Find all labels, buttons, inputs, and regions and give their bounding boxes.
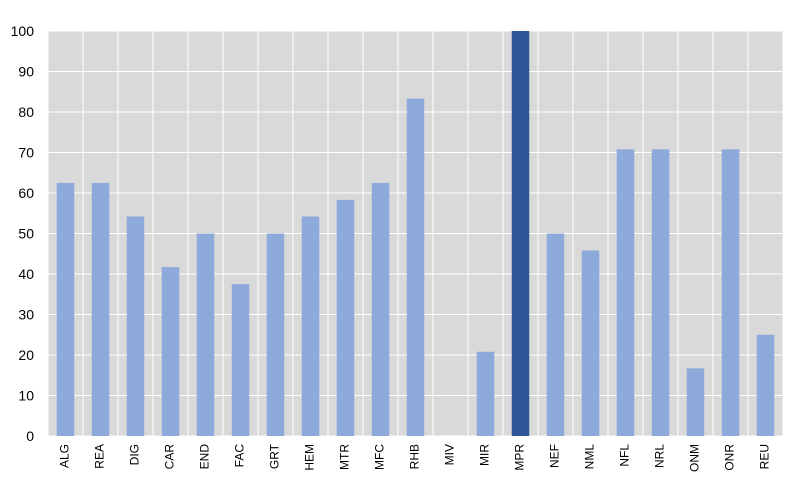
bar-mfc bbox=[371, 182, 390, 436]
y-tick-label: 90 bbox=[18, 64, 34, 80]
bar-mtr bbox=[336, 199, 355, 436]
x-tick-label-end: END bbox=[198, 444, 212, 470]
bar-nef bbox=[546, 233, 565, 436]
x-axis-tick-labels: ALG REA DIG CAR END FAC GRT HEM MTR MFC RHB MIV MIR M… bbox=[58, 443, 772, 472]
y-tick-label: 20 bbox=[18, 347, 34, 363]
y-tick-label: 70 bbox=[18, 145, 34, 161]
x-tick-label-rea: REA bbox=[93, 444, 107, 469]
bar-hem bbox=[301, 216, 320, 436]
bar-nml bbox=[581, 250, 600, 436]
x-tick-label-dig: DIG bbox=[128, 444, 142, 465]
x-tick-label-grt: GRT bbox=[268, 443, 282, 469]
bar-onr bbox=[721, 149, 740, 436]
y-tick-label: 50 bbox=[18, 226, 34, 242]
y-tick-label: 10 bbox=[18, 388, 34, 404]
y-tick-label: 100 bbox=[11, 23, 35, 39]
x-tick-label-mtr: MTR bbox=[338, 444, 352, 470]
x-tick-label-nrl: NRL bbox=[653, 444, 667, 468]
bar-nrl bbox=[651, 149, 670, 436]
x-tick-label-mfc: MFC bbox=[373, 444, 387, 470]
y-axis-tick-labels: 0 10 20 30 40 50 60 70 80 90 100 bbox=[11, 23, 35, 444]
bar-fac bbox=[231, 284, 250, 436]
bar-dig bbox=[126, 216, 145, 436]
bar-reu bbox=[756, 334, 775, 436]
y-tick-label: 60 bbox=[18, 185, 34, 201]
bar-onm bbox=[686, 368, 705, 436]
x-tick-label-nef: NEF bbox=[548, 444, 562, 468]
x-tick-label-fac: FAC bbox=[233, 444, 247, 468]
x-tick-label-rhb: RHB bbox=[408, 444, 422, 469]
bar-grt bbox=[266, 233, 285, 436]
bar-end bbox=[196, 233, 215, 436]
bar-mpr bbox=[511, 31, 530, 436]
bar-rhb bbox=[406, 98, 425, 436]
x-tick-label-car: CAR bbox=[163, 444, 177, 470]
y-tick-label: 30 bbox=[18, 307, 34, 323]
bar-rea bbox=[91, 182, 110, 436]
bar-nfl bbox=[616, 149, 635, 436]
x-tick-label-onr: ONR bbox=[723, 444, 737, 471]
x-tick-label-hem: HEM bbox=[303, 444, 317, 471]
bar-mir bbox=[476, 351, 495, 436]
y-tick-label: 80 bbox=[18, 104, 34, 120]
x-tick-label-nml: NML bbox=[583, 444, 597, 470]
x-tick-label-miv: MIV bbox=[443, 444, 457, 465]
x-tick-label-onm: ONM bbox=[688, 444, 702, 472]
x-tick-label-reu: REU bbox=[758, 444, 772, 469]
x-tick-label-alg: ALG bbox=[58, 444, 72, 468]
x-tick-label-mir: MIR bbox=[478, 444, 492, 466]
bar-car bbox=[161, 267, 180, 436]
y-tick-label: 40 bbox=[18, 266, 34, 282]
bar-alg bbox=[56, 182, 75, 436]
x-tick-label-nfl: NFL bbox=[618, 444, 632, 467]
bars bbox=[56, 31, 775, 436]
y-tick-label: 0 bbox=[26, 428, 34, 444]
x-tick-label-mpr: MPR bbox=[513, 444, 527, 471]
